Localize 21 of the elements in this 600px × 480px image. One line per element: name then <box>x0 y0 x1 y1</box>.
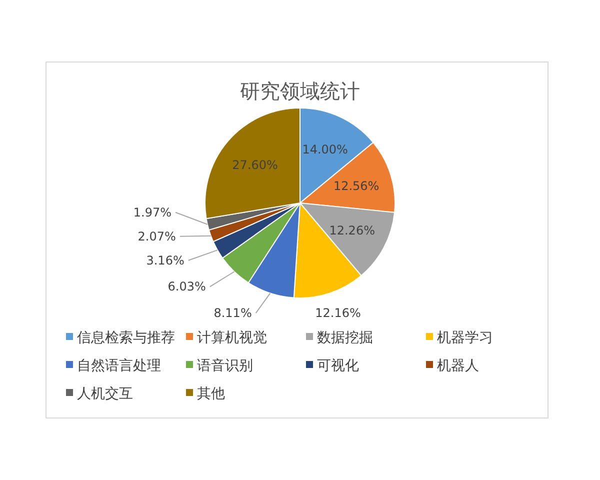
legend-label: 计算机视觉 <box>197 330 267 346</box>
data-label: 8.11% <box>214 306 252 320</box>
data-label: 12.26% <box>329 223 375 238</box>
legend-label: 其他 <box>197 386 225 402</box>
legend-label: 数据挖掘 <box>317 330 373 346</box>
data-label: 12.56% <box>333 178 380 193</box>
legend-label: 人机交互 <box>77 386 133 402</box>
legend-label: 机器人 <box>437 358 479 374</box>
data-label: 3.16% <box>146 253 184 268</box>
chart-title: 研究领域统计 <box>240 79 360 103</box>
data-label: 27.60% <box>232 158 278 172</box>
legend-label: 语音识别 <box>197 358 253 374</box>
data-label: 6.03% <box>168 280 206 294</box>
legend-label: 自然语言处理 <box>77 358 161 374</box>
data-label: 14.00% <box>302 142 348 157</box>
legend-label: 信息检索与推荐 <box>77 330 175 346</box>
legend-label: 可视化 <box>317 358 359 374</box>
legend-label: 机器学习 <box>437 330 493 346</box>
data-label: 12.16% <box>315 306 361 320</box>
data-label: 2.07% <box>138 229 176 244</box>
data-label: 1.97% <box>133 205 172 220</box>
